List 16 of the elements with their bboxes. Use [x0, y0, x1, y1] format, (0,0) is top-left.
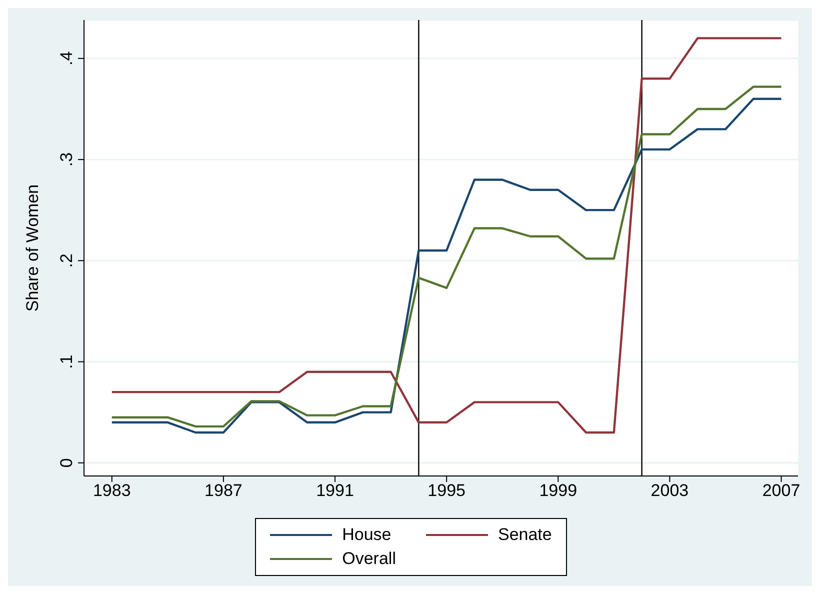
y-tick-label: .4 [57, 51, 76, 66]
legend-label: House [342, 525, 392, 545]
y-tick-label: 0 [57, 458, 76, 468]
y-axis-title: Share of Women [23, 184, 42, 312]
x-tick-label: 1987 [204, 481, 242, 500]
x-tick-label: 2003 [650, 481, 689, 500]
x-tick-label: 1999 [539, 481, 578, 500]
x-tick-label: 1991 [316, 481, 354, 500]
legend-label: Overall [342, 549, 396, 569]
y-tick-label: .3 [57, 152, 76, 167]
x-tick-label: 1995 [428, 481, 466, 500]
x-tick-label: 1983 [92, 481, 131, 500]
x-tick-label: 2007 [762, 481, 800, 500]
y-tick-label: .1 [57, 354, 76, 369]
y-tick-label: .2 [57, 254, 76, 268]
legend-label: Senate [498, 525, 552, 545]
